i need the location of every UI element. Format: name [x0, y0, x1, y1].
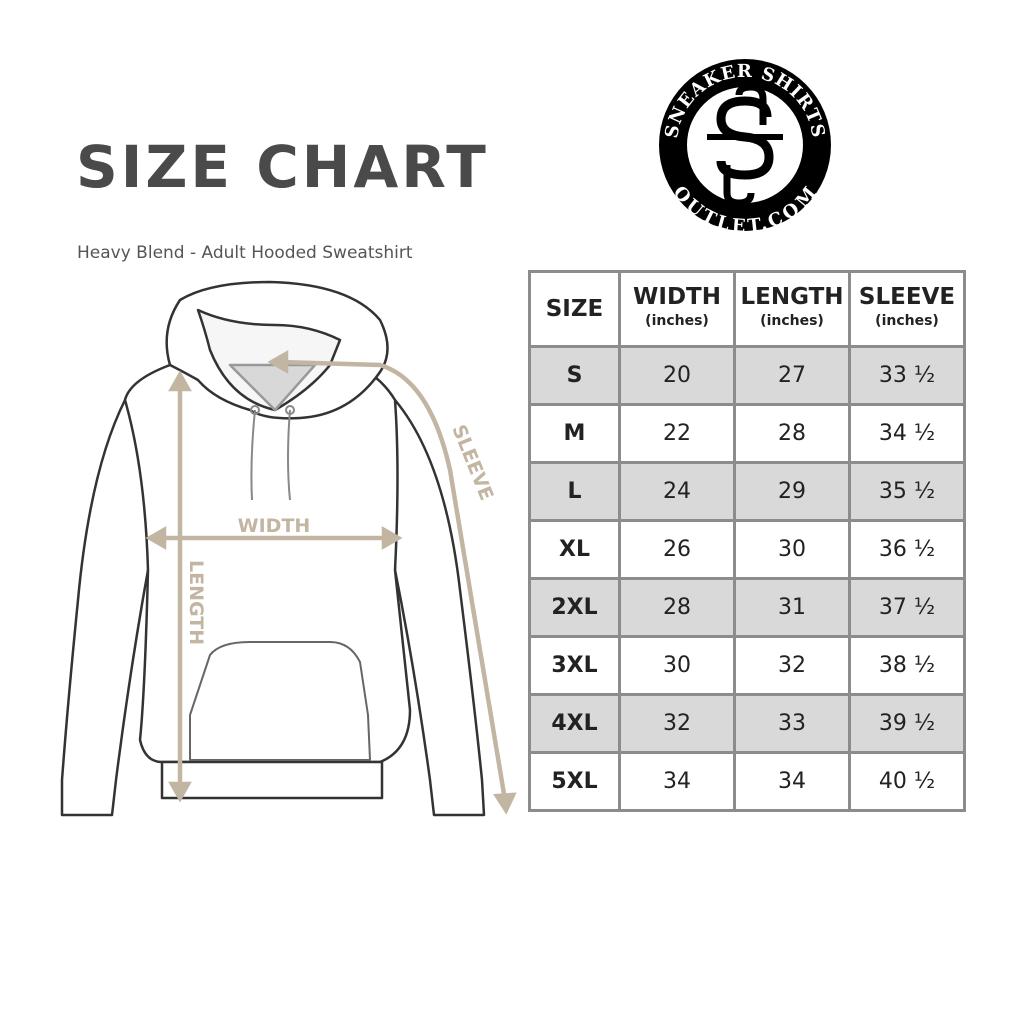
width-cell: 34: [618, 751, 736, 812]
header-sleeve: SLEEVE (inches): [848, 270, 966, 348]
header-size: SIZE: [528, 270, 621, 348]
brand-logo: SNEAKER SHIRTS OUTLET.COM: [659, 59, 831, 235]
length-cell: 28: [733, 403, 851, 464]
kangaroo-pocket: [189, 641, 371, 761]
sleeve-cell: 39 ½: [848, 693, 966, 754]
size-cell: 3XL: [528, 635, 621, 696]
size-cell: L: [528, 461, 621, 522]
width-cell: 22: [618, 403, 736, 464]
size-cell: 2XL: [528, 577, 621, 638]
page-title: SIZE CHART: [76, 133, 489, 201]
header-width: WIDTH (inches): [618, 270, 736, 348]
table-row: 3XL 30 32 38 ½: [528, 635, 966, 696]
length-cell: 33: [733, 693, 851, 754]
monogram-icon: [707, 83, 783, 207]
size-cell: XL: [528, 519, 621, 580]
length-cell: 27: [733, 345, 851, 406]
width-cell: 24: [618, 461, 736, 522]
sleeve-cell: 35 ½: [848, 461, 966, 522]
length-cell: 31: [733, 577, 851, 638]
length-cell: 30: [733, 519, 851, 580]
table-row: 2XL 28 31 37 ½: [528, 577, 966, 638]
table-row: M 22 28 34 ½: [528, 403, 966, 464]
size-table: SIZE WIDTH (inches) LENGTH (inches) SLEEVE…: [528, 270, 966, 812]
table-header-row: SIZE WIDTH (inches) LENGTH (inches) SLEEVE…: [528, 270, 966, 348]
drawstrings: [250, 405, 295, 501]
sleeve-cell: 40 ½: [848, 751, 966, 812]
subtitle: Heavy Blend - Adult Hooded Sweatshirt: [77, 243, 413, 263]
left-sleeve: [60, 398, 164, 817]
width-cell: 32: [618, 693, 736, 754]
neck-opening: [228, 363, 317, 412]
width-cell: 20: [618, 345, 736, 406]
width-cell: 26: [618, 519, 736, 580]
right-sleeve: [393, 398, 486, 817]
length-cell: 34: [733, 751, 851, 812]
header-length: LENGTH (inches): [733, 270, 851, 348]
waistband: [160, 760, 384, 800]
sleeve-cell: 36 ½: [848, 519, 966, 580]
sleeve-cell: 33 ½: [848, 345, 966, 406]
hood-inner: [196, 308, 342, 412]
size-cell: 4XL: [528, 693, 621, 754]
width-label: WIDTH: [238, 515, 311, 537]
length-label: LENGTH: [185, 560, 207, 645]
sleeve-cell: 37 ½: [848, 577, 966, 638]
table-row: 4XL 32 33 39 ½: [528, 693, 966, 754]
length-cell: 29: [733, 461, 851, 522]
size-cell: S: [528, 345, 621, 406]
width-cell: 30: [618, 635, 736, 696]
width-cell: 28: [618, 577, 736, 638]
size-cell: M: [528, 403, 621, 464]
table-row: 5XL 34 34 40 ½: [528, 751, 966, 812]
sleeve-cell: 34 ½: [848, 403, 966, 464]
table-row: S 20 27 33 ½: [528, 345, 966, 406]
size-cell: 5XL: [528, 751, 621, 812]
sleeve-cell: 38 ½: [848, 635, 966, 696]
hoodie-diagram: WIDTH LENGTH SLEEVE: [60, 280, 517, 817]
table-row: XL 26 30 36 ½: [528, 519, 966, 580]
length-cell: 32: [733, 635, 851, 696]
table-row: L 24 29 35 ½: [528, 461, 966, 522]
